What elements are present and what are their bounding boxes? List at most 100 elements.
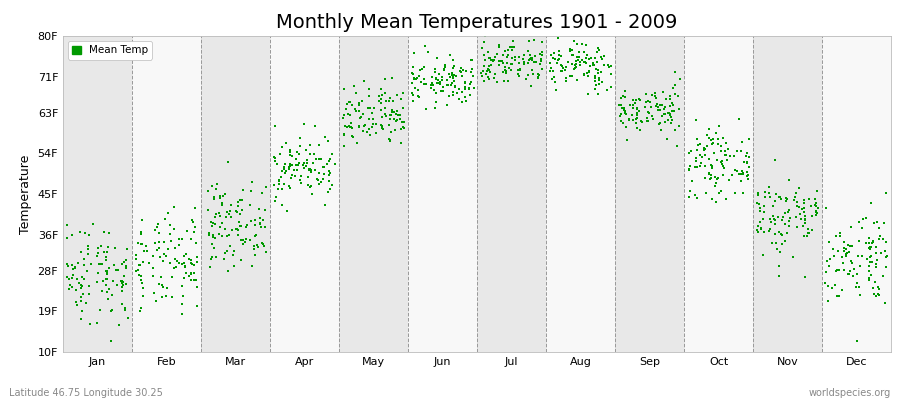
Point [140, 248, 154, 254]
Point [219, 214, 233, 220]
Point [464, 68, 478, 75]
Point [630, 115, 644, 122]
Point [776, 213, 790, 220]
Point [594, 54, 608, 60]
Point [71, 260, 86, 266]
Point [60, 274, 75, 280]
Point [830, 267, 844, 273]
Point [308, 122, 322, 129]
Point [226, 252, 240, 258]
Point [871, 284, 886, 290]
Point [554, 62, 568, 69]
Point [485, 58, 500, 64]
Point [100, 268, 114, 274]
Point [377, 76, 392, 82]
Point [739, 152, 753, 159]
Point [230, 226, 245, 233]
Point [705, 163, 719, 170]
Point [577, 72, 591, 78]
Point [662, 110, 677, 116]
Point [372, 97, 386, 104]
Point [427, 87, 441, 94]
Point [280, 207, 294, 214]
Point [248, 232, 263, 238]
Legend: Mean Temp: Mean Temp [68, 41, 152, 60]
Point [693, 141, 707, 148]
Point [343, 120, 357, 126]
Point [862, 259, 877, 265]
Point [353, 115, 367, 121]
Point [715, 160, 729, 167]
Point [372, 92, 386, 99]
Point [267, 154, 282, 161]
Point [684, 148, 698, 154]
Point [752, 208, 767, 214]
Point [257, 206, 272, 213]
Point [872, 286, 886, 292]
Point [91, 250, 105, 256]
Point [184, 270, 198, 277]
Point [206, 234, 220, 240]
Point [391, 112, 405, 118]
Point [390, 116, 404, 123]
Point [863, 244, 878, 250]
Point [766, 203, 780, 209]
Point [210, 181, 224, 188]
Point [544, 64, 558, 71]
Point [620, 137, 634, 143]
Point [570, 54, 584, 60]
Point [59, 260, 74, 267]
Point [852, 262, 867, 269]
Point [323, 186, 338, 192]
Point [190, 254, 204, 260]
Point [184, 236, 199, 242]
Point [458, 79, 473, 86]
Point [268, 158, 283, 164]
Point [706, 140, 720, 147]
Point [707, 182, 722, 189]
Point [567, 38, 581, 44]
Point [698, 175, 713, 181]
Point [694, 160, 708, 166]
Point [338, 112, 352, 118]
Point [218, 190, 232, 197]
Point [204, 241, 219, 247]
Point [604, 84, 618, 90]
Point [300, 157, 314, 163]
Point [789, 224, 804, 230]
Point [828, 268, 842, 274]
Point [526, 37, 541, 44]
Point [284, 152, 298, 158]
Point [503, 44, 517, 50]
Point [425, 74, 439, 80]
Point [616, 120, 631, 127]
Point [613, 117, 627, 124]
Point [751, 223, 765, 229]
Point [572, 54, 587, 60]
Point [616, 93, 630, 100]
Point [742, 164, 756, 171]
Point [146, 265, 160, 271]
Point [133, 261, 148, 268]
Point [432, 80, 446, 86]
Point [432, 70, 446, 77]
Point [499, 70, 513, 76]
Point [665, 117, 680, 124]
Point [310, 176, 324, 182]
Point [362, 85, 376, 92]
Point [695, 154, 709, 160]
Point [68, 264, 83, 270]
Point [568, 62, 582, 68]
Point [845, 260, 859, 266]
Point [837, 244, 851, 251]
Point [482, 55, 497, 62]
Point [161, 210, 176, 217]
Point [604, 63, 618, 69]
Point [230, 208, 244, 215]
Point [417, 76, 431, 82]
Point [386, 98, 400, 105]
Point [393, 140, 408, 146]
Point [524, 55, 538, 61]
Point [80, 250, 94, 257]
Point [522, 38, 536, 44]
